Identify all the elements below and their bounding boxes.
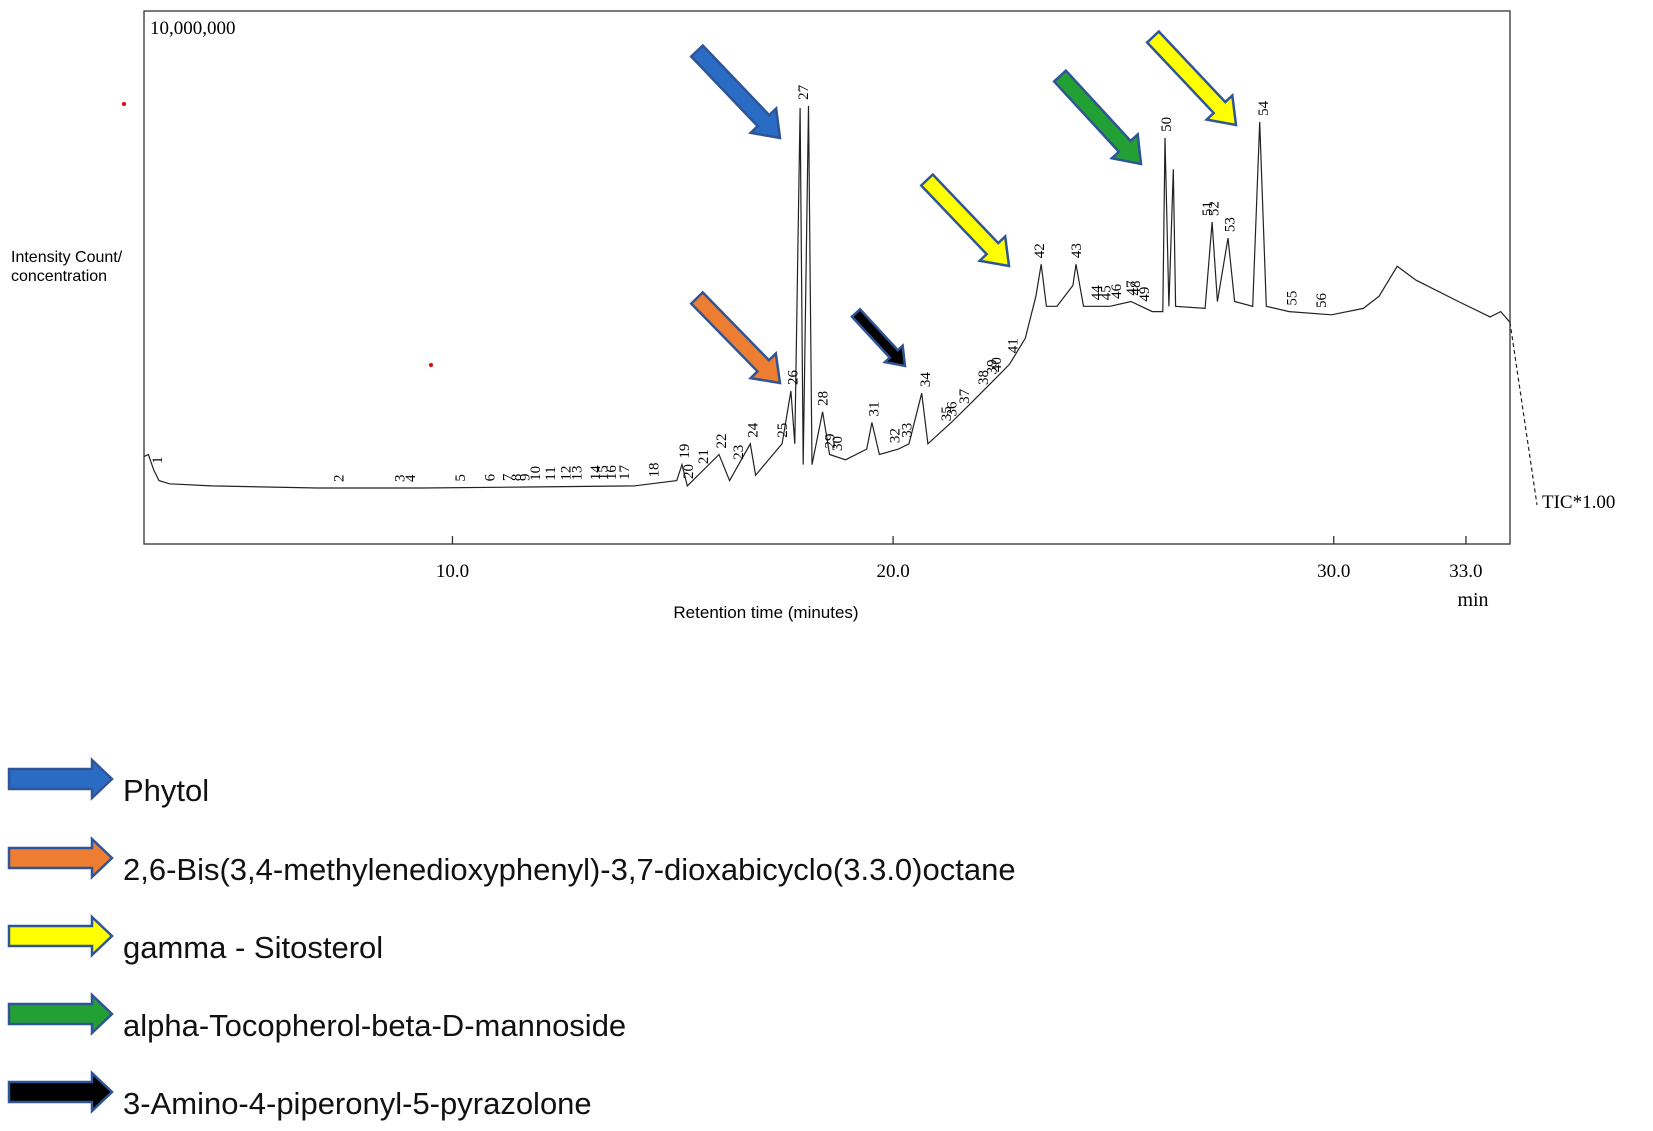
peak-label: 2 <box>331 475 347 483</box>
peak-label: 47 <box>1124 280 1140 296</box>
peak-label: 6 <box>482 473 498 481</box>
peak-label: 49 <box>1137 287 1153 302</box>
x-axis-label: Retention time (minutes) <box>673 603 858 622</box>
chart-arrow <box>919 172 1011 268</box>
peak-label: 28 <box>816 391 832 406</box>
peak-label: 37 <box>957 388 973 404</box>
legend-swatch <box>7 1070 114 1114</box>
peak-label: 39 <box>984 359 1000 374</box>
peak-label: 15 <box>596 465 612 480</box>
peak-label: 51 <box>1200 201 1216 216</box>
x-tick-label: 30.0 <box>1317 561 1350 582</box>
peak-label: 8 <box>509 474 525 482</box>
peak-label: 9 <box>517 473 533 481</box>
peak-label: 23 <box>731 445 747 460</box>
peak-label: 11 <box>543 466 559 480</box>
legend-label: 3-Amino-4-piperonyl-5-pyrazolone <box>123 1086 592 1121</box>
peak-label: 48 <box>1128 280 1144 295</box>
peak-label: 16 <box>604 465 620 481</box>
legend-swatch <box>7 836 114 880</box>
y-axis-label: Intensity Count/ <box>11 249 123 266</box>
peak-label: 36 <box>944 401 960 417</box>
y-axis-label: concentration <box>11 268 107 285</box>
x-axis-unit: min <box>1457 589 1488 611</box>
trace-line <box>143 105 1511 489</box>
x-tick-label: 33.0 <box>1449 561 1482 582</box>
peak-label: 33 <box>900 423 916 438</box>
chart-arrow <box>689 290 782 385</box>
trace-label: TIC*1.00 <box>1542 492 1615 513</box>
peak-label: 22 <box>714 433 730 448</box>
marker-dot <box>122 102 126 106</box>
peak-label: 34 <box>918 372 934 388</box>
peak-label: 12 <box>559 466 575 481</box>
peak-label: 19 <box>677 444 693 459</box>
trace-tail <box>1509 322 1538 506</box>
y-tick-label: 10,000,000 <box>150 18 236 39</box>
plot-frame <box>143 10 1511 545</box>
peak-label: 4 <box>403 474 419 482</box>
legend-label: Phytol <box>123 773 209 808</box>
peak-label: 55 <box>1284 291 1300 306</box>
peak-label: 41 <box>1006 338 1022 353</box>
peak-label: 7 <box>501 473 517 481</box>
peak-label: 46 <box>1109 283 1125 299</box>
x-tick-label: 10.0 <box>436 561 469 582</box>
peak-label: 24 <box>746 422 762 438</box>
legend-swatch <box>7 992 114 1036</box>
legend-swatch <box>7 914 114 958</box>
peak-label: 54 <box>1256 100 1272 116</box>
x-tick-label: 20.0 <box>876 561 909 582</box>
marker-dot <box>429 363 433 367</box>
peak-label: 35 <box>939 406 955 421</box>
peak-label: 53 <box>1222 217 1238 232</box>
peak-label: 1 <box>150 456 166 464</box>
peak-label: 5 <box>453 474 469 482</box>
peak-label: 42 <box>1032 243 1048 258</box>
peak-label: 25 <box>775 423 791 438</box>
peak-label: 14 <box>588 465 604 481</box>
peak-label: 13 <box>569 465 585 480</box>
peak-label: 26 <box>786 370 802 386</box>
legend-swatch <box>7 757 114 801</box>
legend-label: 2,6-Bis(3,4-methylenedioxyphenyl)-3,7-di… <box>123 852 1016 887</box>
peak-label: 18 <box>646 463 662 478</box>
chart-arrow <box>850 307 907 368</box>
peak-label: 56 <box>1314 293 1330 309</box>
peak-label: 45 <box>1098 285 1114 300</box>
peak-label: 21 <box>696 449 712 464</box>
chart-arrow <box>1145 29 1238 127</box>
peak-label: 38 <box>976 370 992 385</box>
peak-label: 29 <box>823 433 839 448</box>
peak-label: 30 <box>830 436 846 451</box>
legend-label: alpha-Tocopherol-beta-D-mannoside <box>123 1008 626 1043</box>
peak-label: 40 <box>989 357 1005 372</box>
peak-label: 50 <box>1159 117 1175 132</box>
peak-label: 52 <box>1206 201 1222 216</box>
peak-label: 17 <box>617 465 633 481</box>
chart-arrow <box>1052 68 1143 166</box>
peak-label: 3 <box>393 475 409 483</box>
peak-label: 10 <box>528 466 544 481</box>
chart-arrow <box>689 43 782 140</box>
peak-label: 31 <box>866 401 882 416</box>
peak-label: 32 <box>887 428 903 443</box>
peak-label: 43 <box>1069 243 1085 258</box>
peak-label: 44 <box>1089 285 1105 301</box>
legend-label: gamma - Sitosterol <box>123 930 383 965</box>
peak-label: 27 <box>796 84 812 100</box>
peak-label: 20 <box>681 464 697 479</box>
